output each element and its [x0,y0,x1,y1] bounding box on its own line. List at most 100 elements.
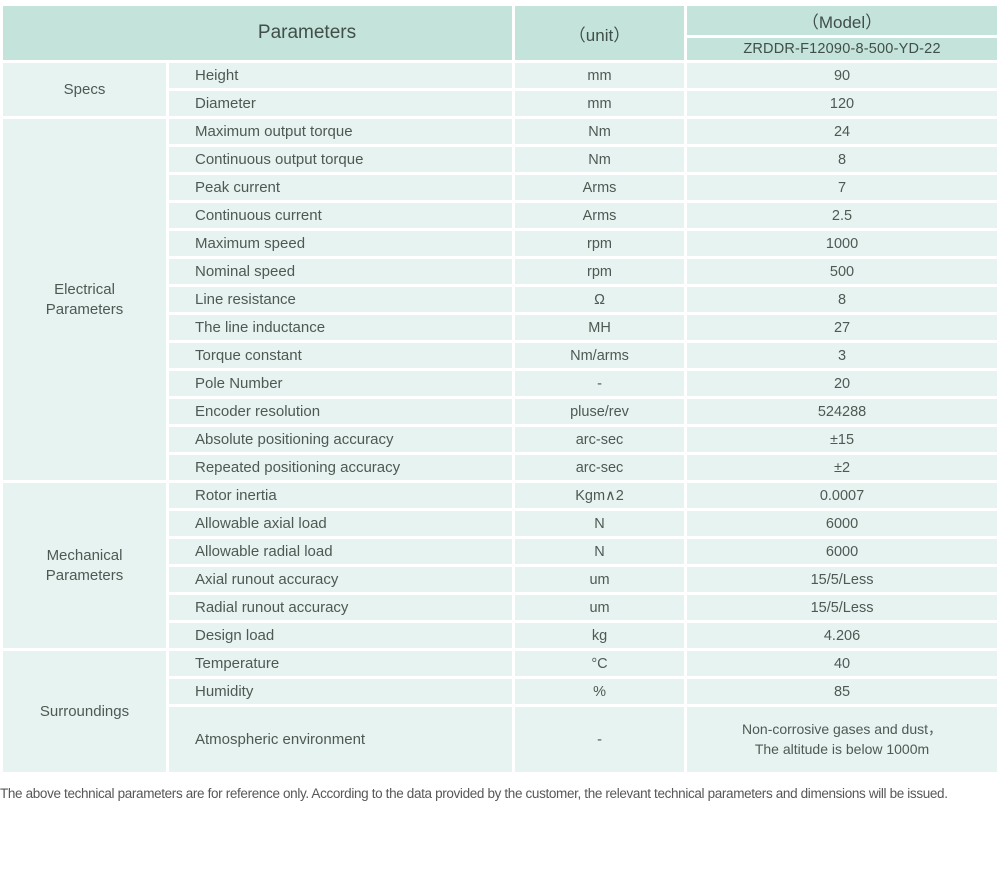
group-label: Mechanical Parameters [0,480,169,651]
param-name-cell: Allowable radial load [165,536,516,567]
unit-cell: arc-sec [512,452,688,483]
group-label: Electrical Parameters [0,116,169,483]
value-cell: 20 [684,368,1000,399]
value-cell: 27 [684,312,1000,343]
param-name-cell: Peak current [165,172,516,203]
param-name-cell: Pole Number [165,368,516,399]
value-cell: 524288 [684,396,1000,427]
table-row: Encoder resolution pluse/rev 524288 [2,396,1000,427]
value-cell: 7 [684,172,1000,203]
unit-cell: rpm [512,256,688,287]
table-row: The line inductance MH 27 [2,312,1000,343]
param-name-cell: Continuous current [165,200,516,231]
spec-table-body: Specs Height mm 90 Diameter mm 120 Electrical P… [0,60,1000,775]
param-name-cell: Temperature [165,648,516,679]
param-name-cell: Radial runout accuracy [165,592,516,623]
table-row: Humidity% 85 [2,676,1000,707]
unit-cell: Nm [512,116,688,147]
param-name-cell: Encoder resolution [165,396,516,427]
unit-cell: um [512,592,688,623]
value-cell: Non-corrosive gases and dust， The altitu… [684,704,1000,775]
unit-cell: arc-sec [512,424,688,455]
param-name-cell: Diameter [165,88,516,119]
value-cell: 2.5 [684,200,1000,231]
value-cell: 4.206 [684,620,1000,651]
value-cell: 120 [684,88,1000,119]
value-cell: 15/5/Less [684,592,1000,623]
unit-cell: kg [512,620,688,651]
table-row: Allowable radial load N 6000 [2,536,1000,567]
unit-cell: N [512,536,688,567]
value-cell: 500 [684,256,1000,287]
table-row: Atmospheric environment - Non-corrosive ga… [2,704,1000,775]
value-cell: 90 [684,60,1000,91]
param-name-cell: Rotor inertia [165,480,516,511]
param-name-cell: Maximum speed [165,228,516,259]
unit-cell: N [512,508,688,539]
table-row: Electrical Parameters Maximum output torq… [0,116,1000,483]
group-label: Specs [0,60,169,119]
unit-cell: - [512,704,688,775]
table-row: Pole Number -20 [2,368,1000,399]
table-row: Surroundings Temperature °C 40 [0,648,1000,775]
table-row: Radial runout accuracy um 15/5/Less [2,592,1000,623]
param-name-cell: Line resistance [165,284,516,315]
value-cell: 8 [684,284,1000,315]
table-row: Continuous current Arms 2.5 [2,200,1000,231]
unit-cell: Arms [512,200,688,231]
param-name-cell: Allowable axial load [165,508,516,539]
table-row: Mechanical Parameters Rotor inertia Kgm∧2 0… [0,480,1000,651]
unit-cell: MH [512,312,688,343]
unit-cell: Ω [512,284,688,315]
value-cell: ±15 [684,424,1000,455]
value-cell: 85 [684,676,1000,707]
table-row: Nominal speed rpm 500 [2,256,1000,287]
unit-cell: °C [512,648,688,679]
param-name-cell: Atmospheric environment [165,704,516,775]
unit-cell: um [512,564,688,595]
table-row: Diameter mm 120 [2,88,1000,119]
param-name-cell: Height [165,60,516,91]
param-name-cell: Design load [165,620,516,651]
param-name-cell: Humidity [165,676,516,707]
value-cell: 6000 [684,536,1000,567]
header-row-top: Parameters （unit） （Model） [0,2,1000,63]
table-row: Design load kg 4.206 [2,620,1000,651]
value-cell: 0.0007 [684,480,1000,511]
unit-cell: Kgm∧2 [512,480,688,511]
value-cell: 1000 [684,228,1000,259]
group-label: Surroundings [0,648,169,775]
header-unit: （unit） [512,3,688,63]
table-row: Absolute positioning accuracy arc-sec ±15 [2,424,1000,455]
param-name-cell: Nominal speed [165,256,516,287]
param-name-cell: Torque constant [165,340,516,371]
param-name-cell: Axial runout accuracy [165,564,516,595]
value-cell: 15/5/Less [684,564,1000,595]
unit-cell: pluse/rev [512,396,688,427]
unit-cell: Arms [512,172,688,203]
header-model-code: ZRDDR-F12090-8-500-YD-22 [684,35,1000,63]
unit-cell: mm [512,60,688,91]
param-name-cell: Repeated positioning accuracy [165,452,516,483]
header-parameters: Parameters [0,3,516,63]
table-row: Maximum speed rpm 1000 [2,228,1000,259]
table-row: Allowable axial load N 6000 [2,508,1000,539]
value-cell: 8 [684,144,1000,175]
header-model: （Model） [684,2,1000,39]
unit-cell: mm [512,88,688,119]
value-cell: 40 [684,648,1000,679]
value-cell: 3 [684,340,1000,371]
header-row-model-code: ZRDDR-F12090-8-500-YD-22 [2,35,1000,63]
unit-cell: Nm/arms [512,340,688,371]
table-row: Specs Height mm 90 [0,60,1000,119]
value-cell: 6000 [684,508,1000,539]
table-row: Axial runout accuracy um 15/5/Less [2,564,1000,595]
param-name-cell: Maximum output torque [165,116,516,147]
value-cell: ±2 [684,452,1000,483]
table-row: Continuous output torque Nm 8 [2,144,1000,175]
table-row: Torque constant Nm/arms 3 [2,340,1000,371]
param-name-cell: Absolute positioning accuracy [165,424,516,455]
param-name-cell: The line inductance [165,312,516,343]
table-row: Peak current Arms 7 [2,172,1000,203]
unit-cell: Nm [512,144,688,175]
